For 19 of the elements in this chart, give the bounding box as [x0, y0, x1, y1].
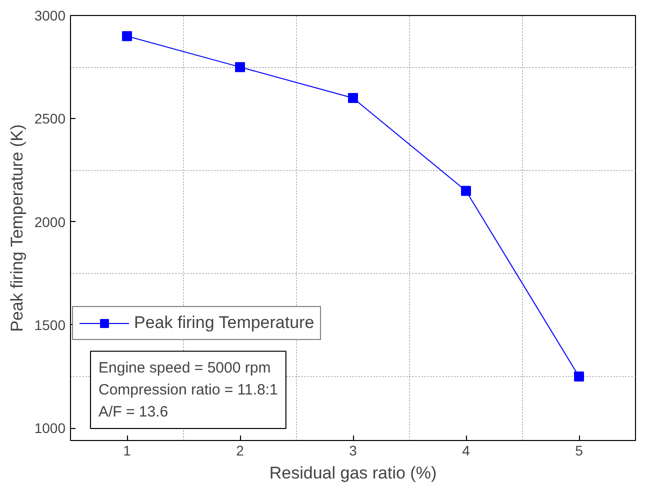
point — [122, 31, 132, 42]
y-tick-label: 2500 — [34, 110, 66, 127]
point — [574, 372, 584, 382]
y-tick-label: 3000 — [34, 8, 66, 24]
point — [461, 186, 471, 196]
point — [235, 62, 245, 72]
y-tick-label: 1500 — [34, 316, 66, 333]
y-axis-title: Peak firing Temperature (K) — [7, 124, 26, 332]
legend-label: Peak firing Temperature — [134, 313, 314, 333]
x-axis-title: Residual gas ratio (%) — [269, 464, 437, 482]
annotation: Engine speed = 5000 rpm Compression ratio = 11.8:1 A/F = 13.6 — [98, 359, 278, 420]
y-tick-label: 2000 — [34, 214, 66, 230]
y-tick-label: 1000 — [34, 420, 66, 436]
x-tick-label: 5 — [575, 442, 584, 458]
x-tick-label: 3 — [349, 442, 358, 458]
x-tick-label: 2 — [236, 442, 244, 458]
x-tick-label: 1 — [123, 442, 132, 458]
point — [348, 93, 358, 104]
x-tick-label: 4 — [462, 442, 470, 458]
